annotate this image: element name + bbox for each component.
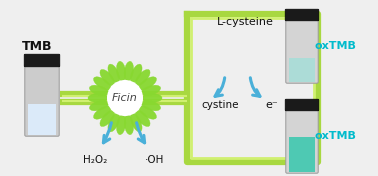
Text: oxTMB: oxTMB: [314, 131, 356, 141]
Ellipse shape: [135, 110, 150, 127]
Ellipse shape: [100, 70, 115, 86]
Circle shape: [107, 80, 143, 116]
Ellipse shape: [116, 115, 126, 135]
Ellipse shape: [130, 113, 142, 132]
Text: cystine: cystine: [201, 100, 239, 110]
Ellipse shape: [124, 61, 133, 81]
FancyBboxPatch shape: [286, 18, 318, 83]
Ellipse shape: [116, 61, 126, 81]
Bar: [289, 58, 315, 82]
Ellipse shape: [108, 64, 119, 83]
Ellipse shape: [135, 70, 150, 86]
Text: ·OH: ·OH: [145, 155, 165, 165]
Ellipse shape: [141, 100, 161, 111]
Ellipse shape: [108, 113, 119, 132]
Bar: [28, 103, 56, 135]
Bar: [289, 137, 315, 172]
FancyBboxPatch shape: [285, 9, 319, 21]
Text: e⁻: e⁻: [266, 100, 278, 110]
Text: Ficin: Ficin: [112, 93, 138, 103]
Ellipse shape: [90, 100, 109, 111]
Text: TMB: TMB: [22, 40, 53, 54]
Ellipse shape: [124, 115, 133, 135]
Ellipse shape: [88, 93, 108, 102]
Ellipse shape: [93, 106, 111, 119]
Ellipse shape: [142, 93, 162, 102]
Text: oxTMB: oxTMB: [314, 41, 356, 51]
FancyBboxPatch shape: [286, 108, 318, 173]
Ellipse shape: [93, 77, 111, 90]
Text: H₂O₂: H₂O₂: [83, 155, 107, 165]
Text: L-cysteine: L-cysteine: [217, 17, 273, 27]
FancyBboxPatch shape: [285, 99, 319, 111]
Ellipse shape: [100, 110, 115, 127]
Ellipse shape: [130, 64, 142, 83]
Ellipse shape: [139, 106, 156, 119]
Ellipse shape: [141, 85, 161, 96]
FancyBboxPatch shape: [25, 64, 59, 136]
Ellipse shape: [139, 77, 156, 90]
FancyBboxPatch shape: [24, 54, 60, 67]
Ellipse shape: [90, 85, 109, 96]
